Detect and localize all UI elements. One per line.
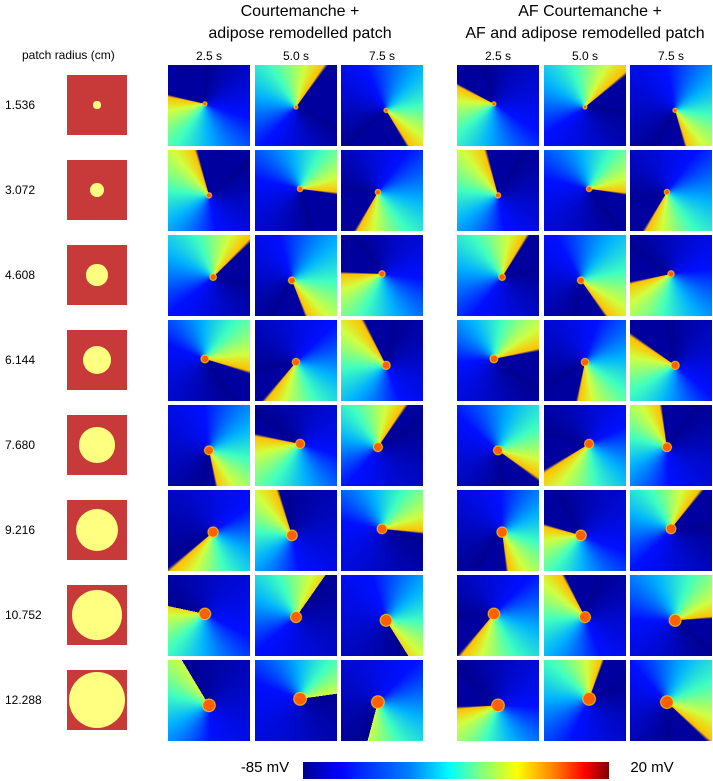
simulation-panel [544, 490, 626, 571]
time-label: 7.5 s [369, 49, 396, 63]
simulation-panel [544, 320, 626, 401]
colorbar-min: -85 mV [240, 759, 290, 776]
left-title-1: Courtemanche + [240, 3, 360, 20]
row-label: 3.072 [5, 183, 36, 197]
patch-square [67, 670, 127, 730]
simulation-panel [457, 235, 539, 316]
simulation-panel [168, 150, 250, 231]
simulation-panel [630, 490, 712, 571]
simulation-panel [341, 660, 423, 741]
colorbar [303, 762, 609, 779]
patch-circle [68, 671, 126, 729]
simulation-panel [341, 320, 423, 401]
simulation-panel [341, 490, 423, 571]
simulation-panel [255, 150, 337, 231]
patch-circle [79, 427, 115, 463]
simulation-panel [457, 150, 539, 231]
simulation-panel [168, 65, 250, 146]
simulation-panel [544, 405, 626, 486]
row-label: 10.752 [5, 608, 42, 622]
simulation-panel [630, 150, 712, 231]
simulation-panel [255, 320, 337, 401]
patch-circle [89, 182, 105, 198]
simulation-panel [630, 575, 712, 656]
patch-square [67, 330, 127, 390]
simulation-panel [168, 660, 250, 741]
patch-circle [93, 101, 101, 109]
simulation-panel [457, 575, 539, 656]
patch-circle [86, 264, 108, 286]
simulation-panel [457, 320, 539, 401]
simulation-panel [255, 405, 337, 486]
patch-circle [75, 508, 119, 552]
row-label: 12.288 [5, 693, 42, 707]
patch-square [67, 245, 127, 305]
simulation-panel [341, 405, 423, 486]
simulation-panel [341, 575, 423, 656]
simulation-panel [341, 65, 423, 146]
left-title-2: adipose remodelled patch [208, 25, 392, 42]
colorbar-max: 20 mV [630, 759, 674, 776]
row-label: 9.216 [5, 523, 36, 537]
simulation-panel [168, 405, 250, 486]
simulation-panel [457, 490, 539, 571]
simulation-panel [255, 575, 337, 656]
patch-square [67, 500, 127, 560]
simulation-panel [457, 65, 539, 146]
patch-square [67, 75, 127, 135]
simulation-panel [544, 235, 626, 316]
time-label: 5.0 s [572, 49, 599, 63]
row-label: 6.144 [5, 353, 36, 367]
radius-heading: patch radius (cm) [22, 48, 115, 62]
row-label: 4.608 [5, 268, 36, 282]
patch-square [67, 585, 127, 645]
patch-circle [72, 590, 122, 640]
right-title-1: AF Courtemanche + [518, 3, 662, 20]
simulation-panel [544, 65, 626, 146]
simulation-panel [544, 660, 626, 741]
simulation-panel [168, 575, 250, 656]
row-label: 7.680 [5, 438, 36, 452]
simulation-panel [630, 235, 712, 316]
simulation-panel [630, 660, 712, 741]
simulation-panel [630, 65, 712, 146]
patch-square [67, 160, 127, 220]
simulation-panel [255, 65, 337, 146]
simulation-panel [341, 235, 423, 316]
simulation-panel [630, 405, 712, 486]
right-title-2: AF and adipose remodelled patch [465, 25, 705, 42]
time-label: 2.5 s [485, 49, 512, 63]
simulation-panel [168, 490, 250, 571]
simulation-panel [544, 150, 626, 231]
simulation-panel [544, 575, 626, 656]
time-label: 5.0 s [283, 49, 310, 63]
time-label: 2.5 s [196, 49, 223, 63]
simulation-panel [255, 660, 337, 741]
simulation-panel [255, 235, 337, 316]
patch-circle [82, 345, 112, 375]
simulation-panel [255, 490, 337, 571]
simulation-panel [457, 660, 539, 741]
simulation-panel [168, 235, 250, 316]
simulation-panel [630, 320, 712, 401]
simulation-panel [168, 320, 250, 401]
patch-square [67, 415, 127, 475]
row-label: 1.536 [5, 98, 36, 112]
time-label: 7.5 s [658, 49, 685, 63]
simulation-panel [341, 150, 423, 231]
simulation-panel [457, 405, 539, 486]
